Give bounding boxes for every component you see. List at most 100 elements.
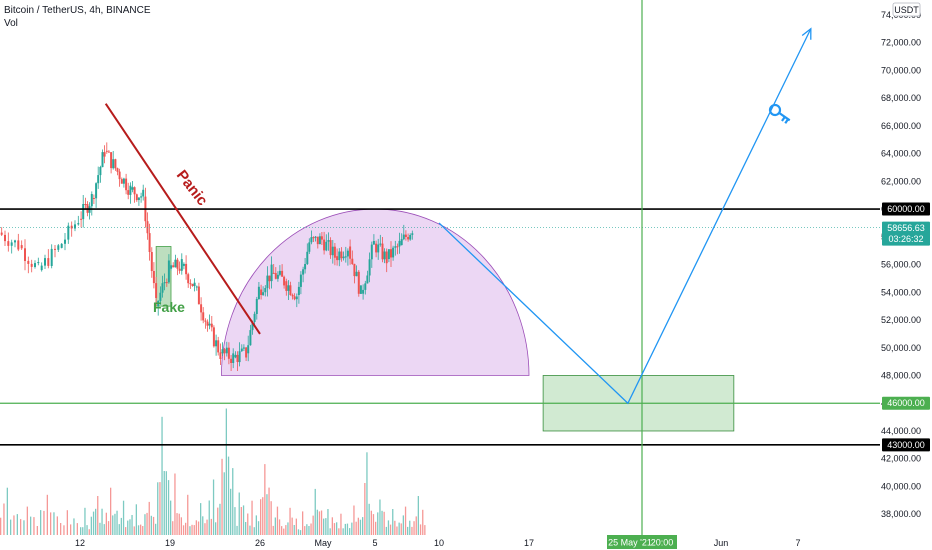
- candle-body: [206, 321, 209, 326]
- volume-bar: [6, 487, 8, 535]
- volume-bar: [23, 520, 25, 535]
- candle-body: [318, 236, 321, 245]
- volume-bar: [340, 513, 342, 535]
- candle-body: [308, 242, 311, 252]
- candle-body: [148, 233, 151, 252]
- candle-body: [281, 270, 284, 277]
- candle-body: [387, 249, 390, 259]
- volume-bar: [225, 408, 227, 535]
- candle-body: [67, 225, 70, 240]
- volume-bar: [274, 517, 276, 535]
- volume-bar: [187, 494, 189, 535]
- volume-bar: [316, 509, 318, 535]
- x-tick-label: 7: [795, 538, 800, 548]
- volume-bar: [333, 523, 336, 535]
- volume-bar: [107, 521, 110, 535]
- volume-bar: [398, 522, 400, 535]
- volume-bar: [103, 524, 105, 535]
- volume-bar: [80, 527, 82, 535]
- candle-body: [249, 330, 252, 346]
- price-axis-panel: [880, 0, 932, 550]
- volume-bar: [144, 514, 146, 535]
- volume-bar: [355, 521, 357, 535]
- candle-body: [377, 244, 380, 253]
- y-tick-label: 70,000.00: [881, 65, 921, 75]
- volume-bar: [342, 528, 344, 535]
- y-tick-label: 44,000.00: [881, 426, 921, 436]
- candle-body: [120, 179, 123, 184]
- volume-label: Vol: [4, 18, 18, 29]
- volume-bar: [217, 507, 219, 535]
- volume-bar: [118, 524, 120, 535]
- candle-body: [357, 271, 360, 294]
- volume-bar: [257, 521, 260, 535]
- volume-bar: [264, 464, 266, 535]
- date-tag-box: [607, 535, 677, 549]
- candle-body: [70, 225, 73, 229]
- volume-bar: [137, 525, 140, 535]
- y-tick-label: 42,000.00: [881, 454, 921, 464]
- volume-bar: [215, 522, 217, 535]
- volume-bar: [88, 529, 90, 535]
- volume-bar: [306, 524, 308, 535]
- candle-body: [4, 234, 6, 242]
- candle-body: [223, 349, 226, 354]
- candle-body: [314, 236, 317, 238]
- candle-body: [77, 223, 80, 225]
- price-tag-box: [882, 221, 930, 246]
- price-tag-value: 58656.63: [887, 223, 925, 233]
- x-tick-label: 12: [75, 538, 85, 548]
- volume-bar: [242, 505, 245, 535]
- candle-body: [304, 264, 307, 270]
- volume-bar: [364, 483, 366, 535]
- volume-bar: [283, 528, 285, 535]
- volume-bar: [60, 523, 62, 535]
- candle-body: [398, 240, 401, 247]
- candle-body: [92, 198, 95, 199]
- candle-body: [266, 275, 269, 289]
- volume-bar: [66, 510, 68, 535]
- volume-bar: [320, 510, 323, 535]
- candle-body: [312, 237, 315, 239]
- candle-body: [299, 274, 302, 287]
- volume-bar: [323, 518, 325, 535]
- candle-body: [295, 296, 298, 300]
- volume-bar: [234, 507, 236, 535]
- volume-bar: [262, 497, 264, 535]
- candle-body: [251, 322, 254, 331]
- volume-bar: [253, 527, 255, 535]
- candle-body: [195, 286, 198, 288]
- currency-label: USDT: [894, 5, 919, 15]
- candle-body: [375, 243, 378, 253]
- volume-bar: [208, 500, 210, 535]
- volume-bar: [400, 523, 402, 535]
- candle-body: [411, 233, 414, 235]
- candle-body: [320, 236, 323, 240]
- volume-bar: [272, 525, 274, 535]
- volume-bar: [92, 511, 95, 535]
- candle-body: [396, 246, 399, 248]
- fake-label: Fake: [153, 299, 185, 315]
- volume-bar: [86, 525, 88, 535]
- candle-body: [182, 263, 185, 266]
- volume-bar: [193, 525, 195, 535]
- volume-bar: [167, 480, 170, 535]
- volume-bar: [260, 499, 262, 535]
- volume-bar: [402, 515, 404, 535]
- candle-body: [204, 320, 207, 322]
- volume-bar: [392, 509, 394, 535]
- candle-body: [118, 171, 121, 180]
- candle-body: [146, 221, 149, 234]
- volume-bar: [221, 458, 223, 535]
- volume-bar: [245, 522, 247, 535]
- volume-bar: [189, 526, 191, 535]
- price-tag-box: [882, 396, 930, 410]
- candle-body: [268, 275, 271, 282]
- y-tick-label: 40,000.00: [881, 481, 921, 491]
- time-axis-panel: [0, 535, 932, 550]
- candle-body: [404, 234, 407, 237]
- projection-arrowhead: [801, 27, 812, 40]
- candle-body: [197, 286, 200, 305]
- candle-body: [200, 304, 203, 313]
